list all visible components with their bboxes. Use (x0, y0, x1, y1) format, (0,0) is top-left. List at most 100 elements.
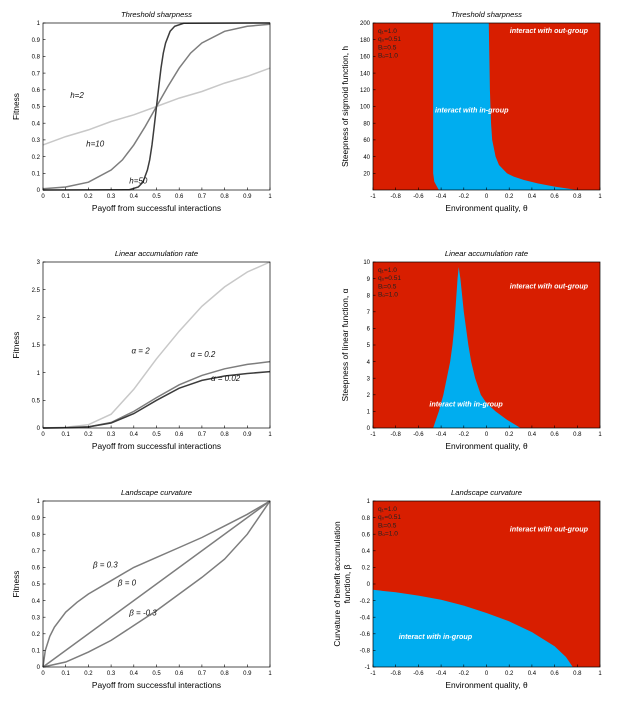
region-label: interact with in-group (429, 399, 503, 408)
x-tick-label: 0 (485, 432, 489, 438)
x-tick-label: 0.1 (62, 194, 71, 200)
y-tick-label: 0 (37, 188, 41, 194)
y-tick-label: -0.2 (360, 599, 371, 605)
param-label: q₀=0.51 (378, 36, 401, 43)
x-tick-label: -0.2 (459, 671, 470, 677)
y-tick-label: 1 (37, 371, 41, 377)
y-tick-label: 0.2 (362, 566, 371, 572)
y-tick-label: 6 (367, 327, 371, 333)
x-tick-label: 0.8 (220, 194, 229, 200)
x-tick-label: 0.4 (528, 432, 537, 438)
x-tick-label: 0.2 (505, 432, 514, 438)
param-label: Bᵢ=0.5 (378, 44, 397, 51)
in-group-region (373, 589, 573, 667)
y-tick-label: 0.8 (362, 516, 371, 522)
y-tick-label: 0.7 (32, 71, 41, 77)
curve-label: α = 0.02 (211, 374, 241, 383)
x-tick-label: 0 (485, 671, 489, 677)
curve-label: h=50 (129, 176, 148, 185)
y-tick-label: 3 (367, 376, 371, 382)
x-axis-label: Environment quality, θ (445, 680, 528, 690)
x-tick-label: 0.2 (505, 194, 514, 200)
x-tick-label: 0.7 (198, 194, 207, 200)
y-tick-label: 180 (360, 38, 371, 44)
x-tick-label: 0.7 (198, 432, 207, 438)
curve-label: h=10 (86, 140, 105, 149)
x-tick-label: 1 (268, 194, 272, 200)
y-tick-label: 0 (37, 665, 41, 671)
curve-label: β = 0.3 (92, 560, 118, 569)
y-tick-label: 0.2 (32, 155, 41, 161)
x-tick-label: -0.6 (413, 671, 424, 677)
x-tick-label: 0.4 (130, 671, 139, 677)
x-tick-label: 0.4 (528, 671, 537, 677)
y-axis-label: function, β (342, 564, 352, 603)
series-line (42, 500, 271, 668)
x-tick-label: 0.8 (220, 432, 229, 438)
x-tick-label: -0.6 (413, 194, 424, 200)
y-tick-label: 0.5 (32, 105, 41, 111)
y-tick-label: 0.5 (32, 582, 41, 588)
y-tick-label: 20 (363, 172, 370, 178)
x-tick-label: 0.9 (243, 194, 252, 200)
y-tick-label: 0 (37, 426, 41, 432)
series-line (42, 500, 271, 668)
x-tick-label: 0.4 (528, 194, 537, 200)
param-label: Bᵢ=0.5 (378, 283, 397, 290)
series-line (42, 500, 271, 668)
curve-label: α = 0.2 (191, 350, 216, 359)
y-tick-label: 3 (37, 260, 41, 266)
y-tick-label: -0.8 (360, 649, 371, 655)
x-tick-label: -0.4 (436, 432, 447, 438)
x-tick-label: -1 (370, 432, 376, 438)
x-tick-label: -0.6 (413, 432, 424, 438)
y-tick-label: 0.8 (32, 532, 41, 538)
y-tick-label: 0.4 (362, 549, 371, 555)
param-label: q₁=1.0 (378, 28, 397, 35)
chart-title: Linear accumulation rate (445, 249, 528, 258)
y-tick-label: 60 (363, 138, 370, 144)
param-label: Bₒ=1.0 (378, 53, 398, 60)
y-tick-label: -0.4 (360, 615, 371, 621)
y-tick-label: 1 (367, 410, 371, 416)
y-tick-label: 0.6 (362, 532, 371, 538)
region-label: interact with in-group (435, 105, 509, 114)
y-tick-label: 0.1 (32, 649, 41, 655)
y-tick-label: 160 (360, 55, 371, 61)
param-label: Bₒ=1.0 (378, 531, 398, 538)
x-tick-label: 0.8 (573, 671, 582, 677)
x-tick-label: 0.2 (84, 194, 93, 200)
x-tick-label: 0.2 (84, 671, 93, 677)
curve-label: β = -0.3 (128, 609, 157, 618)
x-tick-label: 0.2 (505, 671, 514, 677)
series-line (42, 360, 271, 429)
x-tick-label: 1 (268, 671, 272, 677)
x-tick-label: -1 (370, 194, 376, 200)
y-tick-label: 10 (363, 260, 370, 266)
param-label: q₀=0.51 (378, 514, 401, 521)
x-tick-label: 0.4 (130, 194, 139, 200)
y-axis-label: Fitness (11, 93, 21, 120)
x-axis-label: Payoff from successful interactions (92, 441, 221, 451)
in-group-region (433, 266, 521, 428)
x-tick-label: 0.1 (62, 671, 71, 677)
x-tick-label: 0.5 (152, 671, 161, 677)
y-axis-label: Steepness of linear function, α (340, 288, 350, 401)
y-tick-label: 2 (367, 393, 371, 399)
axes-frame (42, 261, 271, 429)
y-tick-label: 0.6 (32, 88, 41, 94)
y-tick-label: 1 (37, 499, 41, 505)
x-tick-label: 0.4 (130, 432, 139, 438)
y-tick-label: 200 (360, 21, 371, 27)
x-tick-label: 0.3 (107, 671, 116, 677)
x-tick-label: 0.9 (243, 671, 252, 677)
y-tick-label: 0.4 (32, 121, 41, 127)
x-tick-label: -0.4 (436, 671, 447, 677)
y-tick-label: 120 (360, 88, 371, 94)
x-tick-label: -1 (370, 671, 376, 677)
x-tick-label: 1 (598, 194, 602, 200)
chart-5: β = 0.3 β = 0 β = -0.3 0 0.1 0.2 0.3 0.4 0.5 0.6 0… (11, 488, 272, 690)
